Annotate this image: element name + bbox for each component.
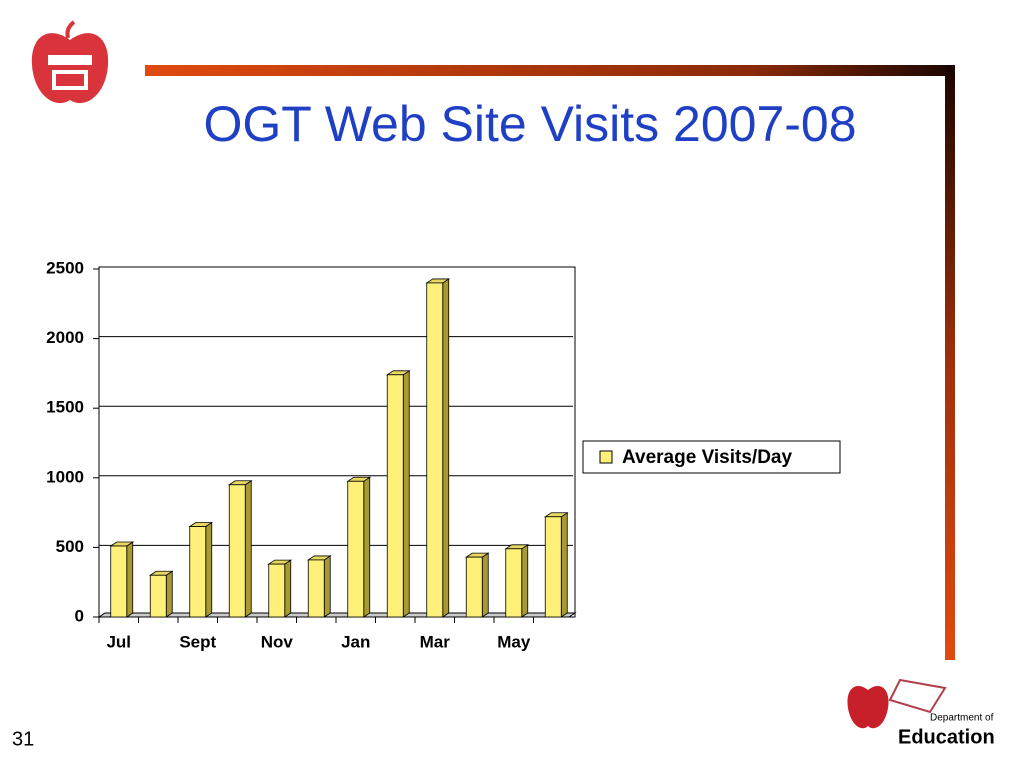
logo-text: Department of [930,713,994,724]
bar [228,484,246,618]
x-tick-label: Jul [106,632,131,651]
bar-side [481,552,489,618]
bar-side [521,544,529,618]
bar [544,516,562,618]
bar-side [244,480,252,618]
x-tick-label: May [497,632,531,651]
y-tick-label: 0 [75,606,84,625]
bar [149,574,167,618]
ohio-logo: Department of Education [847,678,995,748]
bar [386,374,404,618]
x-tick-label: Sept [179,632,216,651]
bar-side [126,541,134,618]
logo-text: Education [898,726,995,748]
bar [110,545,128,618]
header-bar [145,65,955,76]
bar-side [323,555,331,618]
y-tick-label: 2500 [46,258,84,277]
chart-title: OGT Web Site Visits 2007-08 [203,96,856,152]
bar [189,526,207,618]
bar [426,282,444,618]
slide-number: 31 [12,728,34,750]
bar-side [284,559,292,618]
plot-area [98,266,576,618]
bar-side [205,521,213,618]
bar-side [560,512,568,618]
bar-side [363,476,371,618]
bar [307,559,325,618]
apple-logo [31,20,109,104]
x-tick-label: Jan [341,632,370,651]
x-tick-label: Nov [261,632,294,651]
side-bar [945,65,955,660]
bar [268,563,286,618]
bar [465,556,483,618]
y-tick-label: 1500 [46,398,84,417]
bar-side [165,570,173,618]
y-tick-label: 500 [56,537,84,556]
bar-side [442,278,450,618]
bar [505,548,523,618]
x-tick-label: Mar [420,632,451,651]
bar [347,480,365,618]
legend-label: Average Visits/Day [622,447,792,468]
bar-side [402,370,410,618]
legend-swatch [599,450,613,464]
y-tick-label: 2000 [46,328,84,347]
y-tick-label: 1000 [46,467,84,486]
legend-box [582,440,841,474]
